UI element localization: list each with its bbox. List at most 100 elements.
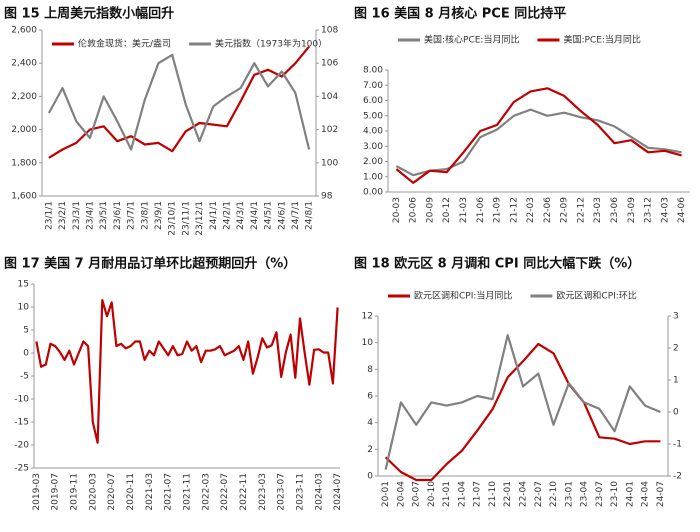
x-tick-label: 23/12/1 xyxy=(195,201,205,236)
y-tick-label: 2,200 xyxy=(11,92,37,102)
x-tick-label: 2020-07 xyxy=(107,473,117,511)
series-line xyxy=(35,299,339,444)
series-line xyxy=(395,108,682,177)
y2-tick-label: 100 xyxy=(321,158,338,168)
x-tick-label: 23-07 xyxy=(595,481,605,507)
x-tick-label: 23-03 xyxy=(593,197,603,223)
x-tick-label: 2021-11 xyxy=(183,473,193,511)
x-tick-label: 21-03 xyxy=(459,197,469,223)
chart-panel: 图 15 上周美元指数小幅回升 1,600 1,800 2,000 2,200 2,400… xyxy=(4,6,338,236)
y-tick-label: 0.00 xyxy=(363,188,383,198)
y2-tick-label: 2 xyxy=(673,344,679,354)
legend-label: 欧元区调和CPI:当月同比 xyxy=(414,290,512,302)
x-tick-label: 21-01 xyxy=(442,481,452,507)
series-line xyxy=(395,87,682,184)
y-tick-label: 6 xyxy=(367,392,373,402)
chart-panel: 图 16 美国 8 月核心 PCE 同比持平 0.00 1.00 2.00 3.00 4.… xyxy=(354,6,690,223)
x-tick-label: 23-09 xyxy=(627,197,637,223)
x-tick-label: 24/2/1 xyxy=(222,201,232,230)
x-tick-label: 23/9/1 xyxy=(154,201,164,230)
y-tick-label: 5 xyxy=(23,326,29,336)
y-tick-label: 15 xyxy=(18,280,29,290)
y-tick-label: -5 xyxy=(20,372,29,382)
x-tick-label: 22-10 xyxy=(549,481,559,507)
x-tick-label: 24/5/1 xyxy=(264,201,274,230)
legend-label: 美国:核心PCE:当月同比 xyxy=(424,34,519,46)
x-tick-label: 23/8/1 xyxy=(140,201,150,230)
y-tick-label: 2,600 xyxy=(11,26,37,36)
y2-tick-label: 102 xyxy=(321,125,338,135)
x-tick-label: 2021-07 xyxy=(164,473,174,511)
x-tick-label: 2022-07 xyxy=(220,473,230,511)
x-tick-label: 2019-11 xyxy=(70,473,80,511)
series-line xyxy=(384,334,661,470)
y-tick-label: 6.00 xyxy=(363,96,383,106)
x-tick-label: 20-10 xyxy=(427,481,437,507)
x-tick-label: 21-12 xyxy=(509,197,519,223)
y2-tick-label: 108 xyxy=(321,26,338,36)
x-tick-label: 20-12 xyxy=(442,197,452,223)
legend-label: 伦敦金现货：美元/盎司 xyxy=(78,38,171,50)
x-tick-label: 24/4/1 xyxy=(250,201,260,230)
y2-tick-label: 106 xyxy=(321,59,338,69)
y2-tick-label: 3 xyxy=(673,312,679,322)
y-tick-label: 2,000 xyxy=(11,125,37,135)
series-line xyxy=(47,53,311,151)
legend-label: 美国:PCE:当月同比 xyxy=(563,34,640,46)
x-tick-label: 24/7/1 xyxy=(291,201,301,230)
x-tick-label: 2022-11 xyxy=(239,473,249,511)
x-tick-label: 21-09 xyxy=(493,197,503,223)
y-tick-label: 8.00 xyxy=(363,66,383,76)
x-tick-label: 2020-11 xyxy=(126,473,136,511)
x-tick-label: 23-10 xyxy=(610,481,620,507)
x-tick-label: 23/10/1 xyxy=(168,201,178,236)
x-tick-label: 23/4/1 xyxy=(85,201,95,230)
x-tick-label: 24/3/1 xyxy=(236,201,246,230)
x-tick-label: 2021-03 xyxy=(145,473,155,511)
x-tick-label: 23/6/1 xyxy=(113,201,123,230)
y-tick-label: -15 xyxy=(14,418,29,428)
y-tick-label: 5.00 xyxy=(363,111,383,121)
x-tick-label: 23/5/1 xyxy=(99,201,109,230)
x-tick-label: 22-01 xyxy=(503,481,513,507)
y-tick-label: 1,600 xyxy=(11,192,37,202)
y-tick-label: 12 xyxy=(362,312,373,322)
y-tick-label: 4.00 xyxy=(363,127,383,137)
x-tick-label: 2024-03 xyxy=(314,473,324,511)
x-tick-label: 24-04 xyxy=(641,481,651,507)
x-tick-label: 2020-03 xyxy=(88,473,98,511)
x-tick-label: 24-01 xyxy=(625,481,635,507)
y2-tick-label: -2 xyxy=(673,472,682,482)
y2-tick-label: 0 xyxy=(673,408,679,418)
x-tick-label: 2023-07 xyxy=(277,473,287,511)
x-tick-label: 22-12 xyxy=(576,197,586,223)
x-tick-label: 24-03 xyxy=(660,197,670,223)
y-tick-label: 7.00 xyxy=(363,81,383,91)
x-tick-label: 24-06 xyxy=(677,197,687,223)
x-tick-label: 2022-03 xyxy=(201,473,211,511)
x-tick-label: 21-10 xyxy=(488,481,498,507)
x-tick-label: 2023-11 xyxy=(295,473,305,511)
y2-tick-label: 104 xyxy=(321,92,338,102)
x-tick-label: 21-07 xyxy=(473,481,483,507)
series-line xyxy=(48,45,310,159)
x-tick-label: 23/7/1 xyxy=(127,201,137,230)
x-tick-label: 22-03 xyxy=(526,197,536,223)
x-tick-label: 23-12 xyxy=(644,197,654,223)
x-tick-label: 22-07 xyxy=(534,481,544,507)
x-tick-label: 23/3/1 xyxy=(72,201,82,230)
x-tick-label: 23-06 xyxy=(610,197,620,223)
y-tick-label: 4 xyxy=(367,418,373,428)
y2-tick-label: 1 xyxy=(673,376,679,386)
y-tick-label: -20 xyxy=(14,441,29,451)
y-tick-label: 0 xyxy=(367,472,373,482)
x-tick-label: 2024-07 xyxy=(333,473,343,511)
y-tick-label: -10 xyxy=(14,395,29,405)
x-tick-label: 23/1/1 xyxy=(44,201,54,230)
y-tick-label: 10 xyxy=(362,338,374,348)
legend-label: 美元指数（1973年为100） xyxy=(215,38,327,50)
x-tick-label: 22-09 xyxy=(560,197,570,223)
x-tick-label: 23/11/1 xyxy=(181,201,191,236)
x-tick-label: 24/6/1 xyxy=(277,201,287,230)
